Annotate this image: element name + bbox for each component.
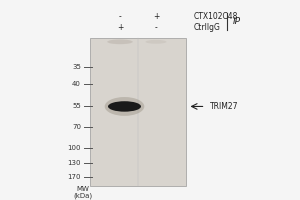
Text: +: + xyxy=(153,12,159,21)
Bar xyxy=(90,38,186,186)
Text: CTX102C48: CTX102C48 xyxy=(194,12,238,21)
Text: 35: 35 xyxy=(72,64,81,70)
Text: 170: 170 xyxy=(68,174,81,180)
Ellipse shape xyxy=(108,101,141,112)
Text: -: - xyxy=(154,23,158,32)
Text: 130: 130 xyxy=(68,160,81,166)
Ellipse shape xyxy=(107,39,133,44)
Text: CtrlIgG: CtrlIgG xyxy=(194,23,220,32)
Text: 55: 55 xyxy=(72,103,81,109)
Text: +: + xyxy=(117,23,123,32)
Ellipse shape xyxy=(146,40,167,44)
Text: -: - xyxy=(118,12,122,21)
Text: 70: 70 xyxy=(72,124,81,130)
Text: TRIM27: TRIM27 xyxy=(210,102,239,111)
Ellipse shape xyxy=(105,97,144,116)
Text: IP: IP xyxy=(232,17,241,26)
Text: 40: 40 xyxy=(72,81,81,87)
Text: 100: 100 xyxy=(68,145,81,151)
Text: MW
(kDa): MW (kDa) xyxy=(73,186,92,199)
